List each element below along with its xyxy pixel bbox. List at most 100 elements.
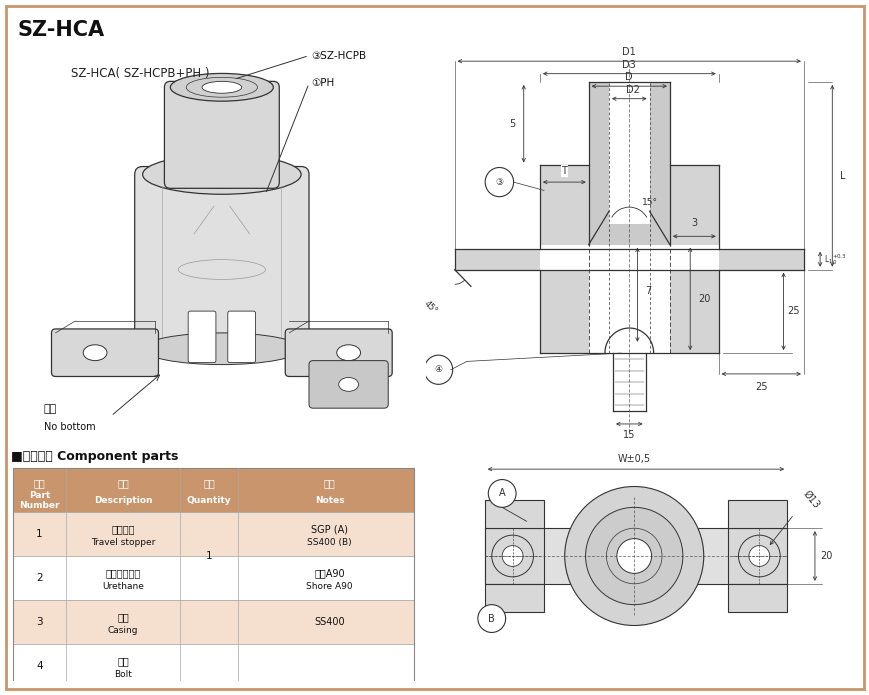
Bar xyxy=(540,270,588,353)
Circle shape xyxy=(488,480,515,507)
Text: ①PH: ①PH xyxy=(310,79,334,88)
Bar xyxy=(718,249,803,270)
Text: 3: 3 xyxy=(690,218,697,228)
Bar xyxy=(484,528,786,584)
Text: 25: 25 xyxy=(786,306,799,316)
Bar xyxy=(484,528,543,584)
Circle shape xyxy=(738,535,779,577)
Ellipse shape xyxy=(143,333,301,365)
Text: 15°: 15° xyxy=(640,199,657,207)
Text: ③SZ-HCPB: ③SZ-HCPB xyxy=(310,51,366,60)
Bar xyxy=(13,512,413,556)
Text: 件号: 件号 xyxy=(33,479,45,489)
Circle shape xyxy=(491,535,533,577)
Text: Part
Number: Part Number xyxy=(19,491,60,510)
Circle shape xyxy=(477,605,505,632)
Text: ③: ③ xyxy=(494,178,503,186)
Bar xyxy=(588,82,669,245)
Text: B: B xyxy=(488,614,494,623)
Text: 1: 1 xyxy=(205,551,212,561)
Ellipse shape xyxy=(338,377,358,391)
Text: 螺钉: 螺钉 xyxy=(117,656,129,666)
Text: 7: 7 xyxy=(645,286,651,295)
Circle shape xyxy=(501,546,522,566)
Bar xyxy=(13,644,413,688)
Ellipse shape xyxy=(170,74,273,101)
Text: SZ-HCA( SZ-HCPB+PH ): SZ-HCA( SZ-HCPB+PH ) xyxy=(71,67,209,81)
Bar xyxy=(484,500,543,528)
Circle shape xyxy=(564,486,703,626)
Circle shape xyxy=(585,507,682,605)
Text: 5: 5 xyxy=(508,119,515,129)
FancyBboxPatch shape xyxy=(51,329,158,377)
Bar xyxy=(608,82,649,224)
Text: 数量: 数量 xyxy=(203,479,215,489)
Text: ■构成零件 Component parts: ■构成零件 Component parts xyxy=(10,450,178,463)
Bar xyxy=(727,500,786,528)
Text: Shore A90: Shore A90 xyxy=(306,582,353,591)
FancyBboxPatch shape xyxy=(135,167,308,357)
Text: D: D xyxy=(625,72,633,82)
Text: ④: ④ xyxy=(434,366,442,374)
FancyBboxPatch shape xyxy=(308,361,388,408)
Text: SZ-HCA: SZ-HCA xyxy=(18,20,105,40)
FancyBboxPatch shape xyxy=(164,81,279,188)
Text: No bottom: No bottom xyxy=(43,422,95,432)
Ellipse shape xyxy=(143,155,301,195)
Text: SS400 (B): SS400 (B) xyxy=(307,538,352,547)
Text: Casing: Casing xyxy=(108,626,138,635)
Bar xyxy=(13,556,413,600)
Text: Bolt: Bolt xyxy=(114,670,132,679)
Text: 无底: 无底 xyxy=(43,404,56,414)
Text: A: A xyxy=(498,489,505,498)
Text: 肖氏A90: 肖氏A90 xyxy=(314,568,345,578)
Text: D1: D1 xyxy=(621,47,635,57)
Circle shape xyxy=(485,167,513,197)
FancyBboxPatch shape xyxy=(228,311,255,363)
Bar xyxy=(727,528,786,584)
Ellipse shape xyxy=(83,345,107,361)
Text: Urethane: Urethane xyxy=(103,582,144,591)
Bar xyxy=(13,468,413,512)
Text: 3: 3 xyxy=(36,617,43,627)
Text: D3: D3 xyxy=(621,60,635,70)
Bar xyxy=(727,584,786,612)
Text: 20: 20 xyxy=(819,551,832,561)
Circle shape xyxy=(616,539,651,573)
Text: SGP (A): SGP (A) xyxy=(311,524,348,534)
Text: Description: Description xyxy=(94,496,152,505)
Text: 名称: 名称 xyxy=(117,479,129,489)
Text: 25: 25 xyxy=(754,382,766,392)
Text: L$_1$$^{+0.3}_{0}$: L$_1$$^{+0.3}_{0}$ xyxy=(823,252,846,267)
Circle shape xyxy=(424,355,452,384)
Text: 2: 2 xyxy=(36,573,43,583)
FancyBboxPatch shape xyxy=(285,329,392,377)
Text: 15: 15 xyxy=(622,430,634,440)
Bar xyxy=(540,165,718,245)
Bar xyxy=(484,584,543,612)
Ellipse shape xyxy=(166,161,277,188)
Bar xyxy=(13,600,413,644)
Text: 行程挡块: 行程挡块 xyxy=(111,524,135,534)
Text: 45°: 45° xyxy=(421,299,438,316)
Text: 20: 20 xyxy=(698,294,710,304)
Text: 套管: 套管 xyxy=(117,612,129,622)
Text: 备注: 备注 xyxy=(323,479,335,489)
Text: 聚氨酯吸震块: 聚氨酯吸震块 xyxy=(105,568,141,578)
Text: Travel stopper: Travel stopper xyxy=(91,538,156,547)
FancyBboxPatch shape xyxy=(188,311,216,363)
Text: Notes: Notes xyxy=(315,496,344,505)
Ellipse shape xyxy=(202,81,242,93)
Text: L: L xyxy=(839,171,845,181)
Text: 4: 4 xyxy=(36,661,43,671)
Text: Quantity: Quantity xyxy=(187,496,231,505)
Text: D2: D2 xyxy=(626,85,640,95)
Text: SS400: SS400 xyxy=(314,617,345,627)
Ellipse shape xyxy=(336,345,360,361)
Bar xyxy=(454,249,540,270)
Text: Ø13: Ø13 xyxy=(800,489,820,511)
Circle shape xyxy=(748,546,769,566)
Text: W±0,5: W±0,5 xyxy=(617,454,650,464)
Bar xyxy=(669,270,718,353)
Text: 1: 1 xyxy=(36,530,43,539)
